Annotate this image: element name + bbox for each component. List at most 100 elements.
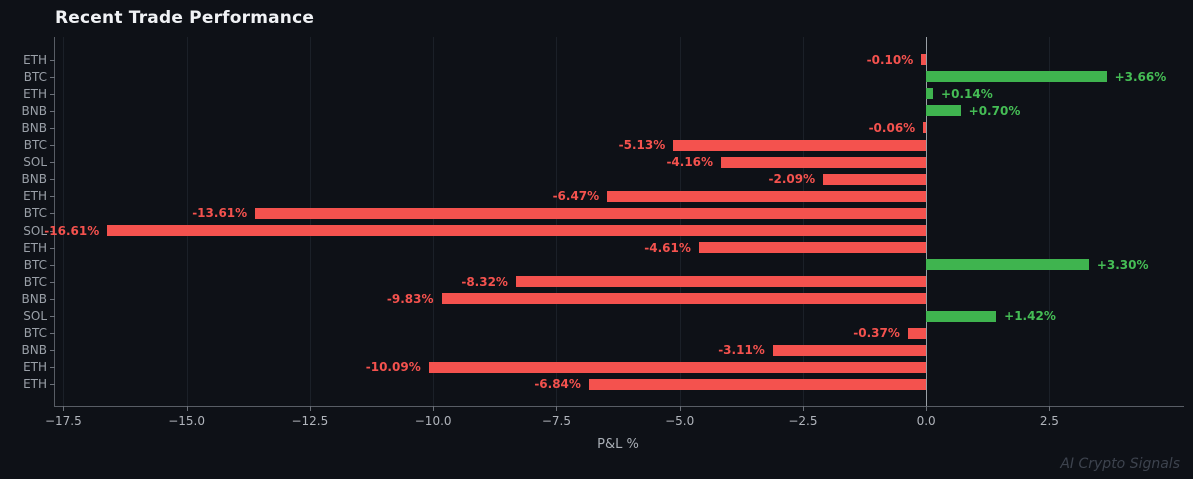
bar-value-label: -6.84% (534, 377, 581, 392)
bar (721, 156, 927, 168)
bar (515, 276, 927, 288)
bar-value-label: -9.83% (386, 291, 434, 306)
bar (698, 242, 927, 254)
x-tick-label: −2.5 (788, 414, 818, 428)
y-axis-tick (50, 298, 55, 300)
y-category-label: ETH (23, 377, 47, 392)
y-category-label: BNB (21, 172, 47, 187)
y-category-label: BTC (23, 274, 47, 289)
x-axis-tick (309, 406, 311, 411)
y-category-label: ETH (23, 52, 47, 67)
bar (926, 259, 1089, 271)
x-axis-tick (433, 406, 435, 411)
bar (926, 105, 961, 117)
x-tick-label: −7.5 (541, 414, 571, 428)
gridline (1049, 37, 1051, 406)
x-tick-label: −12.5 (291, 414, 329, 428)
x-axis-tick (63, 406, 65, 411)
bar-value-label: +3.30% (1096, 257, 1149, 272)
y-category-label: SOL (23, 155, 47, 170)
gridline (433, 37, 435, 406)
bar-value-label: -13.61% (192, 206, 248, 221)
bar-value-label: +1.42% (1004, 309, 1056, 324)
x-tick-label: −15.0 (168, 414, 206, 428)
y-category-label: BTC (23, 206, 47, 221)
y-category-label: BTC (23, 138, 47, 153)
y-axis-tick (50, 59, 55, 61)
y-axis-tick (50, 333, 55, 335)
bar (921, 54, 927, 65)
bar-value-label: -4.61% (644, 240, 691, 255)
y-category-label: BNB (21, 120, 47, 135)
y-axis-tick (50, 213, 55, 215)
y-category-label: ETH (23, 189, 47, 204)
gridline (309, 37, 311, 406)
bar (926, 310, 997, 322)
x-axis-title: P&L % (597, 437, 639, 452)
bar (926, 71, 1107, 83)
y-category-label: BNB (21, 103, 47, 118)
y-category-label: BNB (21, 291, 47, 306)
bar (673, 139, 927, 151)
y-axis-tick (50, 110, 55, 112)
bar-value-label: -3.11% (718, 343, 765, 358)
bar (823, 173, 927, 185)
y-axis-tick (50, 127, 55, 129)
y-category-label: BTC (23, 326, 47, 341)
x-tick-label: 2.5 (1039, 414, 1059, 428)
watermark: AI Crypto Signals (1060, 456, 1180, 472)
bar-value-label: -0.06% (868, 120, 916, 135)
bar-value-label: +0.70% (968, 103, 1021, 118)
y-axis-tick (50, 76, 55, 78)
x-axis-tick (679, 406, 681, 411)
x-axis-tick (556, 406, 558, 411)
gridline (63, 37, 65, 406)
y-category-label: SOL (23, 309, 47, 324)
bar-value-label: -4.16% (666, 155, 714, 170)
y-category-label: BTC (23, 69, 47, 84)
gridline (186, 37, 188, 406)
bar (107, 225, 927, 237)
y-axis-tick (50, 93, 55, 95)
x-axis-tick (802, 406, 804, 411)
y-category-label: ETH (23, 86, 47, 101)
bar-value-label: +3.66% (1114, 69, 1167, 84)
y-axis-tick (50, 196, 55, 198)
bar-value-label: -5.13% (618, 138, 666, 153)
bar (441, 293, 927, 305)
bar-value-label: -0.37% (853, 326, 900, 341)
bar (607, 190, 927, 202)
y-axis-tick (50, 264, 55, 266)
x-axis-tick (186, 406, 188, 411)
bar (923, 122, 927, 134)
y-axis-tick (50, 179, 55, 181)
y-category-label: BNB (21, 343, 47, 358)
y-axis-tick (50, 162, 55, 164)
bar (772, 344, 927, 356)
y-category-label: SOL (23, 223, 47, 238)
chart-title: Recent Trade Performance (55, 8, 315, 28)
y-axis-tick (50, 247, 55, 249)
bar-value-label: -8.32% (461, 274, 508, 289)
bar-value-label: -6.47% (552, 189, 600, 204)
x-tick-label: −5.0 (665, 414, 695, 428)
y-axis-tick (50, 316, 55, 318)
bar (255, 207, 927, 219)
bar-value-label: +0.14% (941, 86, 993, 101)
plot-area: −17.5 −15.0 −12.5 −10.0 −7.5 −5.0 −2.5 0.0 2.5 ET… (22, 37, 1184, 428)
bar (588, 378, 927, 390)
bar-value-label: -0.10% (866, 52, 914, 67)
bar-value-label: -10.09% (365, 360, 421, 375)
x-tick-label: 0.0 (916, 414, 936, 428)
y-category-label: ETH (23, 240, 47, 255)
x-axis-tick (1049, 406, 1051, 411)
y-category-label: BTC (23, 257, 47, 272)
gridline (679, 37, 681, 406)
bar (907, 327, 927, 339)
x-axis-tick (926, 406, 928, 411)
x-tick-label: −10.0 (414, 414, 452, 428)
y-axis-tick (50, 230, 55, 232)
y-axis-tick (50, 350, 55, 352)
gridline (556, 37, 558, 406)
